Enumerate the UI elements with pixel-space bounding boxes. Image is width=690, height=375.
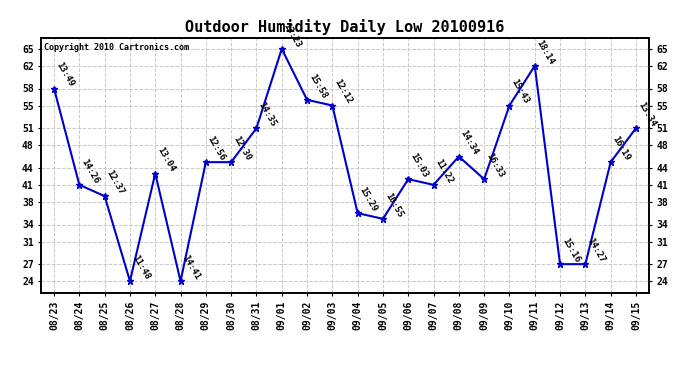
Title: Outdoor Humidity Daily Low 20100916: Outdoor Humidity Daily Low 20100916	[186, 19, 504, 35]
Text: 15:03: 15:03	[408, 152, 429, 179]
Text: 13:49: 13:49	[54, 61, 75, 88]
Text: 10:55: 10:55	[383, 191, 404, 219]
Text: 12:30: 12:30	[231, 134, 253, 162]
Text: 12:12: 12:12	[333, 78, 353, 105]
Text: 14:34: 14:34	[459, 129, 480, 156]
Text: 15:16: 15:16	[560, 236, 581, 264]
Text: 11:48: 11:48	[130, 254, 151, 281]
Text: 15:29: 15:29	[357, 185, 379, 213]
Text: 15:58: 15:58	[307, 72, 328, 100]
Text: 12:56: 12:56	[206, 134, 227, 162]
Text: 16:33: 16:33	[484, 152, 505, 179]
Text: 14:26: 14:26	[79, 157, 101, 185]
Text: 14:27: 14:27	[585, 236, 607, 264]
Text: 13:04: 13:04	[155, 146, 177, 174]
Text: 14:35: 14:35	[257, 100, 277, 128]
Text: 13:23: 13:23	[282, 21, 303, 49]
Text: 14:41: 14:41	[181, 254, 201, 281]
Text: 11:22: 11:22	[433, 157, 455, 185]
Text: 12:37: 12:37	[105, 168, 126, 196]
Text: Copyright 2010 Cartronics.com: Copyright 2010 Cartronics.com	[44, 43, 190, 52]
Text: 16:19: 16:19	[611, 134, 632, 162]
Text: 15:43: 15:43	[509, 78, 531, 105]
Text: 13:34: 13:34	[636, 100, 657, 128]
Text: 18:14: 18:14	[535, 38, 556, 66]
